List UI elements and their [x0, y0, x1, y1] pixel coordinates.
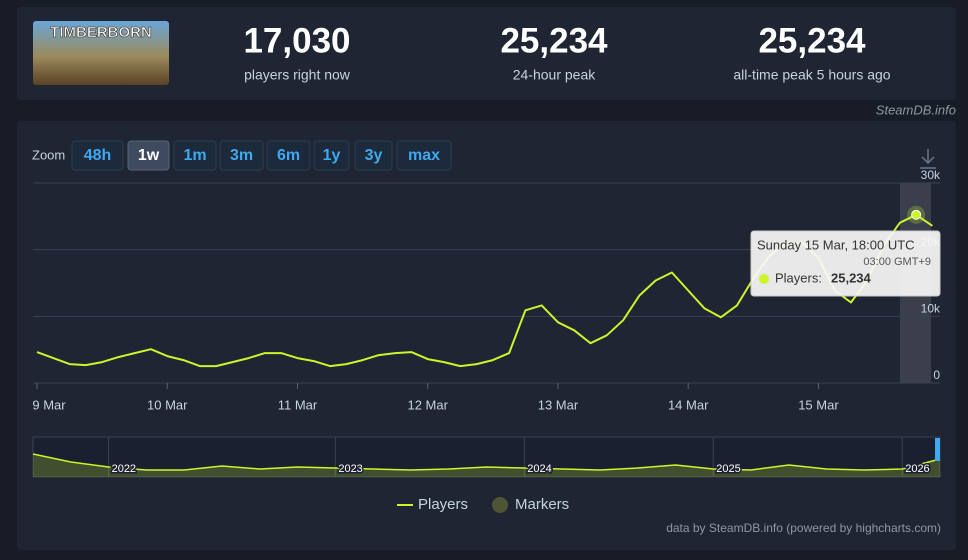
credits: data by SteamDB.info (powered by highcha… — [666, 521, 941, 535]
zoom-button[interactable] — [71, 140, 124, 171]
navigator-area — [33, 454, 940, 477]
x-tick-label: 15 Mar — [798, 397, 839, 412]
zoom-button-label[interactable]: 1w — [138, 147, 160, 164]
y-tick-label: 10k — [921, 302, 941, 316]
stat-label: all-time peak 5 hours ago — [733, 67, 890, 83]
stat-value: 25,234 — [500, 21, 608, 60]
stat-value: 25,234 — [758, 21, 866, 60]
legend-label[interactable]: Markers — [515, 496, 569, 513]
x-tick-label: 14 Mar — [668, 397, 709, 412]
tooltip-value: 25,234 — [831, 270, 872, 285]
chart-panel — [17, 121, 956, 550]
legend-marker — [492, 497, 508, 513]
zoom-button-label[interactable]: 1y — [323, 147, 341, 164]
navigator-year-label: 2026 — [905, 463, 929, 475]
zoom-button[interactable] — [354, 140, 393, 171]
stats-panel — [17, 7, 956, 100]
navigator-year-label: 2025 — [716, 463, 740, 475]
game-name: TIMBERBORN — [50, 24, 152, 41]
y-tick-label: 0 — [933, 368, 940, 382]
stat-label: 24-hour peak — [513, 67, 597, 83]
zoom-button[interactable] — [127, 140, 170, 171]
navigator-year-label: 2022 — [112, 463, 136, 475]
zoom-button-label[interactable]: 3m — [230, 147, 253, 164]
x-tick-label: 11 Mar — [278, 397, 318, 412]
game-logo — [33, 21, 169, 85]
navigator-year-label: 2024 — [527, 463, 551, 475]
zoom-button-label[interactable]: max — [408, 147, 440, 164]
zoom-button[interactable] — [266, 140, 311, 171]
zoom-button[interactable] — [396, 140, 452, 171]
hover-point — [911, 209, 922, 220]
tooltip-box — [750, 230, 941, 297]
y-tick-label: 30k — [921, 168, 941, 182]
download-icon[interactable] — [920, 149, 936, 169]
navigator-line — [32, 453, 941, 471]
zoom-button-label[interactable]: 48h — [84, 147, 112, 164]
zoom-button[interactable] — [219, 140, 264, 171]
navigator-handle[interactable] — [935, 438, 940, 461]
zoom-button-label[interactable]: 3y — [365, 147, 383, 164]
source: SteamDB.info — [876, 102, 956, 117]
zoom-button-label[interactable]: 6m — [277, 147, 300, 164]
stat-label: players right now — [244, 67, 351, 83]
zoom-button[interactable] — [313, 140, 350, 171]
tooltip-title: Sunday 15 Mar, 18:00 UTC — [757, 237, 915, 252]
tooltip-swatch — [759, 274, 769, 284]
zoom-label: Zoom — [32, 147, 65, 162]
navigator-year-label: 2023 — [338, 463, 362, 475]
zoom-button[interactable] — [173, 140, 217, 171]
x-tick-label: 9 Mar — [32, 397, 66, 412]
legend-label[interactable]: Players — [418, 496, 468, 513]
x-tick-label: 10 Mar — [147, 397, 188, 412]
zoom-button-label[interactable]: 1m — [183, 147, 206, 164]
x-tick-label: 12 Mar — [407, 397, 448, 412]
tooltip-subtitle: 03:00 GMT+9 — [863, 256, 931, 268]
stat-value: 17,030 — [243, 21, 350, 60]
tooltip-series: Players: — [775, 270, 822, 285]
x-tick-label: 13 Mar — [538, 397, 579, 412]
